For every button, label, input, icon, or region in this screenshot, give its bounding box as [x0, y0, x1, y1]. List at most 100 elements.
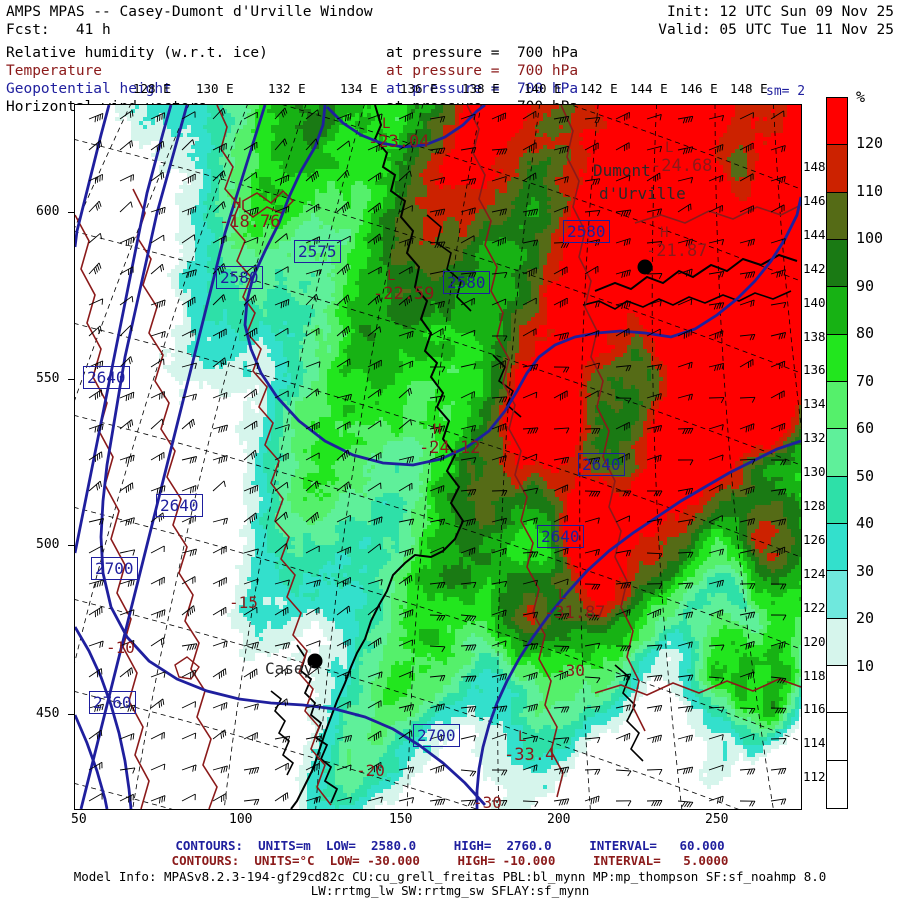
wind-barb: [243, 449, 256, 461]
wind-barb-feather: [597, 549, 600, 556]
wind-barb-feather: [411, 548, 414, 555]
wind-barb-feather: [434, 799, 438, 806]
wind-barb-feather: [130, 201, 133, 208]
wind-barb: [739, 205, 754, 213]
wind-barb-feather: [224, 357, 227, 364]
wind-barb-feather: [588, 614, 593, 621]
wind-barb-feather: [594, 491, 598, 497]
wind-barb-feather: [778, 271, 781, 278]
wind-barb: [305, 511, 318, 523]
wind-barb: [367, 359, 382, 368]
wind-barb: [274, 360, 289, 368]
temperature-contour: [594, 678, 801, 696]
wind-barb-feather: [375, 236, 378, 243]
wind-barb-feather: [501, 148, 505, 155]
wind-barb-feather: [625, 582, 629, 589]
wind-barb-feather: [783, 176, 786, 183]
wind-barb-feather: [777, 707, 782, 714]
wind-barb-feather: [193, 234, 196, 241]
wind-barb: [739, 142, 754, 151]
wind-barb-feather: [437, 148, 441, 155]
wind-barb-feather: [192, 207, 195, 214]
wind-barb-feather: [287, 736, 291, 743]
wind-barb: [212, 668, 226, 678]
wind-barb-feather: [596, 428, 601, 434]
wind-barb-feather: [256, 485, 259, 492]
colorbar-tick-label: 40: [856, 514, 875, 533]
wind-barb: [491, 148, 508, 151]
wind-barb-feather: [440, 735, 443, 742]
wind-barb-feather: [783, 641, 786, 648]
wind-barb-feather: [344, 329, 347, 336]
wind-barb: [460, 581, 476, 585]
wind-barb-feather: [565, 646, 570, 652]
wind-barb-feather: [223, 703, 226, 710]
wind-barb-feather: [442, 208, 446, 215]
wind-barb-feather: [752, 205, 755, 212]
wind-barb-feather: [346, 483, 349, 490]
height-contour: [99, 105, 487, 806]
colorbar-tick-label: 60: [856, 419, 875, 438]
wind-barb-feather: [280, 302, 283, 309]
wind-barb-feather: [96, 143, 99, 150]
wind-barb-feather: [687, 767, 691, 774]
wind-barb-feather: [349, 735, 353, 742]
wind-barb-feather: [287, 299, 290, 306]
wind-barb: [491, 455, 507, 461]
wind-barb: [181, 669, 196, 678]
wind-barb: [305, 796, 321, 802]
wind-barb: [770, 145, 786, 151]
station-marker[interactable]: [307, 653, 323, 669]
wind-barb: [274, 606, 289, 616]
wind-barb-feather: [158, 611, 161, 618]
wind-barb-feather: [163, 671, 166, 678]
wind-barb: [646, 145, 662, 151]
wind-barb: [646, 518, 662, 523]
map-plot-area[interactable]: 2580 2575 2580 2580 2640 2640 2700 2760 2700 2640…: [74, 104, 802, 810]
wind-barb-feather: [688, 735, 691, 742]
wind-barb-feather: [783, 547, 786, 554]
x-axis-tick-label: 250: [705, 812, 729, 827]
wind-barb-feather: [752, 518, 756, 525]
wind-barb-feather: [687, 706, 691, 713]
wind-barb-feather: [535, 643, 539, 650]
wind-barb-feather: [594, 457, 598, 464]
wind-barb-feather: [658, 583, 663, 590]
wind-barb-feather: [318, 269, 321, 276]
wind-barb: [243, 206, 259, 213]
wind-barb: [88, 606, 102, 616]
wind-barb: [615, 111, 630, 120]
wind-barb-feather: [688, 642, 691, 649]
station-marker[interactable]: [637, 259, 653, 275]
wind-barb-feather: [160, 700, 163, 707]
wind-barb-feather: [379, 389, 382, 396]
wind-barb-feather: [781, 270, 784, 277]
wind-barb: [243, 578, 259, 585]
wind-barb-feather: [659, 364, 663, 371]
wind-barb-feather: [659, 146, 662, 153]
wind-barb-feather: [378, 672, 381, 679]
wind-barb-feather: [132, 705, 136, 712]
wind-barb-feather: [596, 677, 601, 684]
wind-barb-feather: [778, 363, 781, 370]
wind-barb-feather: [561, 117, 565, 123]
wind-barb-feather: [473, 363, 477, 370]
wind-barb-feather: [685, 767, 689, 774]
wind-barb: [243, 171, 257, 182]
wind-barb: [305, 480, 318, 492]
wind-barb-feather: [750, 206, 752, 213]
colorbar-segment: [827, 334, 847, 382]
wind-barb-feather: [779, 549, 781, 556]
wind-barb-feather: [343, 453, 347, 460]
wind-barb-feather: [751, 397, 756, 403]
wind-barb: [212, 392, 228, 399]
colorbar[interactable]: [826, 97, 848, 809]
wind-barb-feather: [596, 769, 601, 775]
wind-barb: [615, 515, 630, 523]
wind-barb-feather: [561, 458, 565, 464]
wind-barb-feather: [750, 300, 753, 307]
wind-barb: [522, 611, 538, 616]
wind-barb: [181, 485, 197, 492]
wind-barb-feather: [781, 177, 784, 184]
wind-barb-feather: [409, 362, 411, 369]
